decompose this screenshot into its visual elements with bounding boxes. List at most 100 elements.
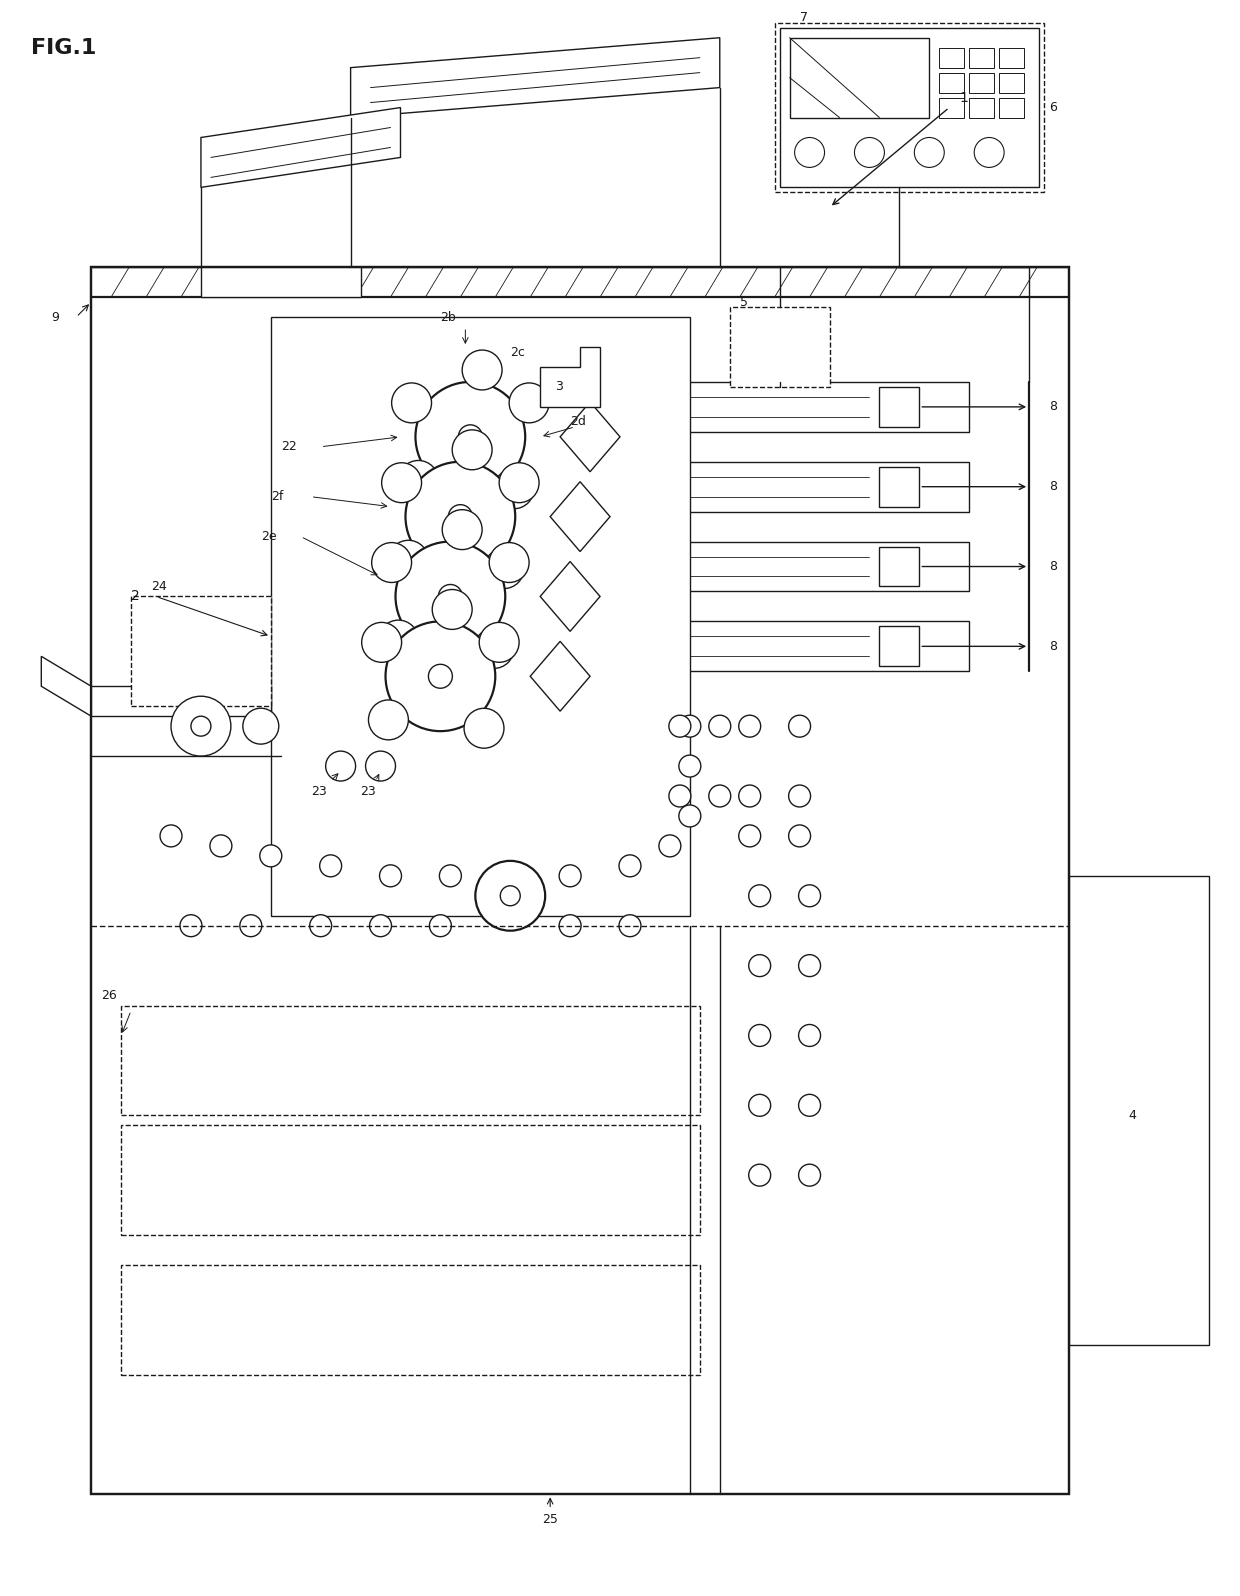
- Circle shape: [494, 469, 534, 509]
- Circle shape: [366, 752, 396, 780]
- Bar: [879, 466, 919, 506]
- Circle shape: [326, 752, 356, 780]
- Circle shape: [709, 785, 730, 808]
- Text: 3: 3: [556, 380, 563, 394]
- Circle shape: [799, 1163, 821, 1186]
- Polygon shape: [351, 38, 719, 118]
- Circle shape: [398, 461, 438, 501]
- Bar: [122, 1125, 699, 1235]
- Circle shape: [386, 621, 495, 731]
- Bar: [122, 1005, 699, 1116]
- Bar: [999, 48, 1024, 67]
- Circle shape: [439, 865, 461, 887]
- Circle shape: [378, 621, 418, 661]
- Bar: [570, 541, 970, 592]
- Circle shape: [749, 1163, 771, 1186]
- Bar: [939, 73, 965, 93]
- Circle shape: [914, 137, 945, 168]
- Bar: [122, 1266, 699, 1374]
- Text: 8: 8: [1049, 401, 1056, 413]
- Circle shape: [789, 825, 811, 847]
- Text: 2d: 2d: [570, 415, 587, 428]
- Circle shape: [370, 915, 392, 937]
- Circle shape: [429, 915, 451, 937]
- Bar: [570, 461, 970, 512]
- Bar: [939, 97, 965, 118]
- Circle shape: [619, 915, 641, 937]
- Text: 8: 8: [1049, 560, 1056, 573]
- Text: 2b: 2b: [440, 311, 456, 324]
- Circle shape: [749, 884, 771, 907]
- Circle shape: [500, 886, 521, 907]
- Bar: [999, 73, 1024, 93]
- Circle shape: [479, 622, 520, 662]
- Circle shape: [799, 1095, 821, 1116]
- Text: 7: 7: [800, 11, 807, 24]
- Bar: [570, 381, 970, 433]
- Circle shape: [749, 954, 771, 977]
- Text: 2: 2: [131, 589, 140, 603]
- Text: 23: 23: [361, 785, 376, 798]
- Circle shape: [739, 715, 760, 737]
- Circle shape: [619, 855, 641, 876]
- Text: FIG.1: FIG.1: [31, 38, 97, 57]
- Circle shape: [474, 629, 513, 669]
- Circle shape: [453, 429, 492, 469]
- Circle shape: [749, 1095, 771, 1116]
- Circle shape: [180, 915, 202, 937]
- Circle shape: [464, 709, 503, 749]
- Circle shape: [739, 825, 760, 847]
- Text: 25: 25: [542, 1513, 558, 1526]
- Circle shape: [388, 541, 428, 581]
- Polygon shape: [92, 686, 270, 717]
- Bar: [92, 267, 1069, 1494]
- Circle shape: [362, 622, 402, 662]
- Circle shape: [668, 785, 691, 808]
- Circle shape: [191, 717, 211, 736]
- Bar: [970, 48, 994, 67]
- Circle shape: [405, 461, 516, 571]
- Text: 2f: 2f: [270, 490, 283, 503]
- Circle shape: [799, 954, 821, 977]
- Bar: [970, 97, 994, 118]
- Circle shape: [854, 137, 884, 168]
- Bar: [879, 386, 919, 426]
- Text: 8: 8: [1049, 640, 1056, 653]
- Text: 5: 5: [740, 295, 748, 308]
- Text: 2c: 2c: [510, 345, 525, 359]
- Text: 23: 23: [311, 785, 326, 798]
- Circle shape: [484, 549, 525, 589]
- Polygon shape: [541, 562, 600, 632]
- Polygon shape: [560, 402, 620, 472]
- Text: 26: 26: [102, 990, 117, 1002]
- Circle shape: [260, 844, 281, 867]
- Circle shape: [396, 541, 505, 651]
- Circle shape: [449, 504, 472, 528]
- Circle shape: [160, 825, 182, 847]
- Bar: [730, 306, 830, 386]
- Circle shape: [490, 543, 529, 583]
- Polygon shape: [551, 482, 610, 552]
- Text: 4: 4: [1128, 1109, 1137, 1122]
- Bar: [879, 546, 919, 586]
- Circle shape: [799, 884, 821, 907]
- Text: 8: 8: [1049, 480, 1056, 493]
- Bar: [970, 73, 994, 93]
- Circle shape: [739, 785, 760, 808]
- Circle shape: [668, 715, 691, 737]
- Circle shape: [459, 425, 482, 448]
- Circle shape: [475, 860, 546, 930]
- Text: 1: 1: [960, 91, 968, 105]
- Circle shape: [433, 589, 472, 629]
- Circle shape: [415, 381, 526, 492]
- Bar: [780, 27, 1039, 187]
- Bar: [131, 597, 270, 705]
- Polygon shape: [541, 346, 600, 407]
- Bar: [775, 22, 1044, 193]
- Circle shape: [210, 835, 232, 857]
- Circle shape: [678, 755, 701, 777]
- Circle shape: [789, 785, 811, 808]
- Circle shape: [658, 835, 681, 857]
- Circle shape: [975, 137, 1004, 168]
- Circle shape: [789, 715, 811, 737]
